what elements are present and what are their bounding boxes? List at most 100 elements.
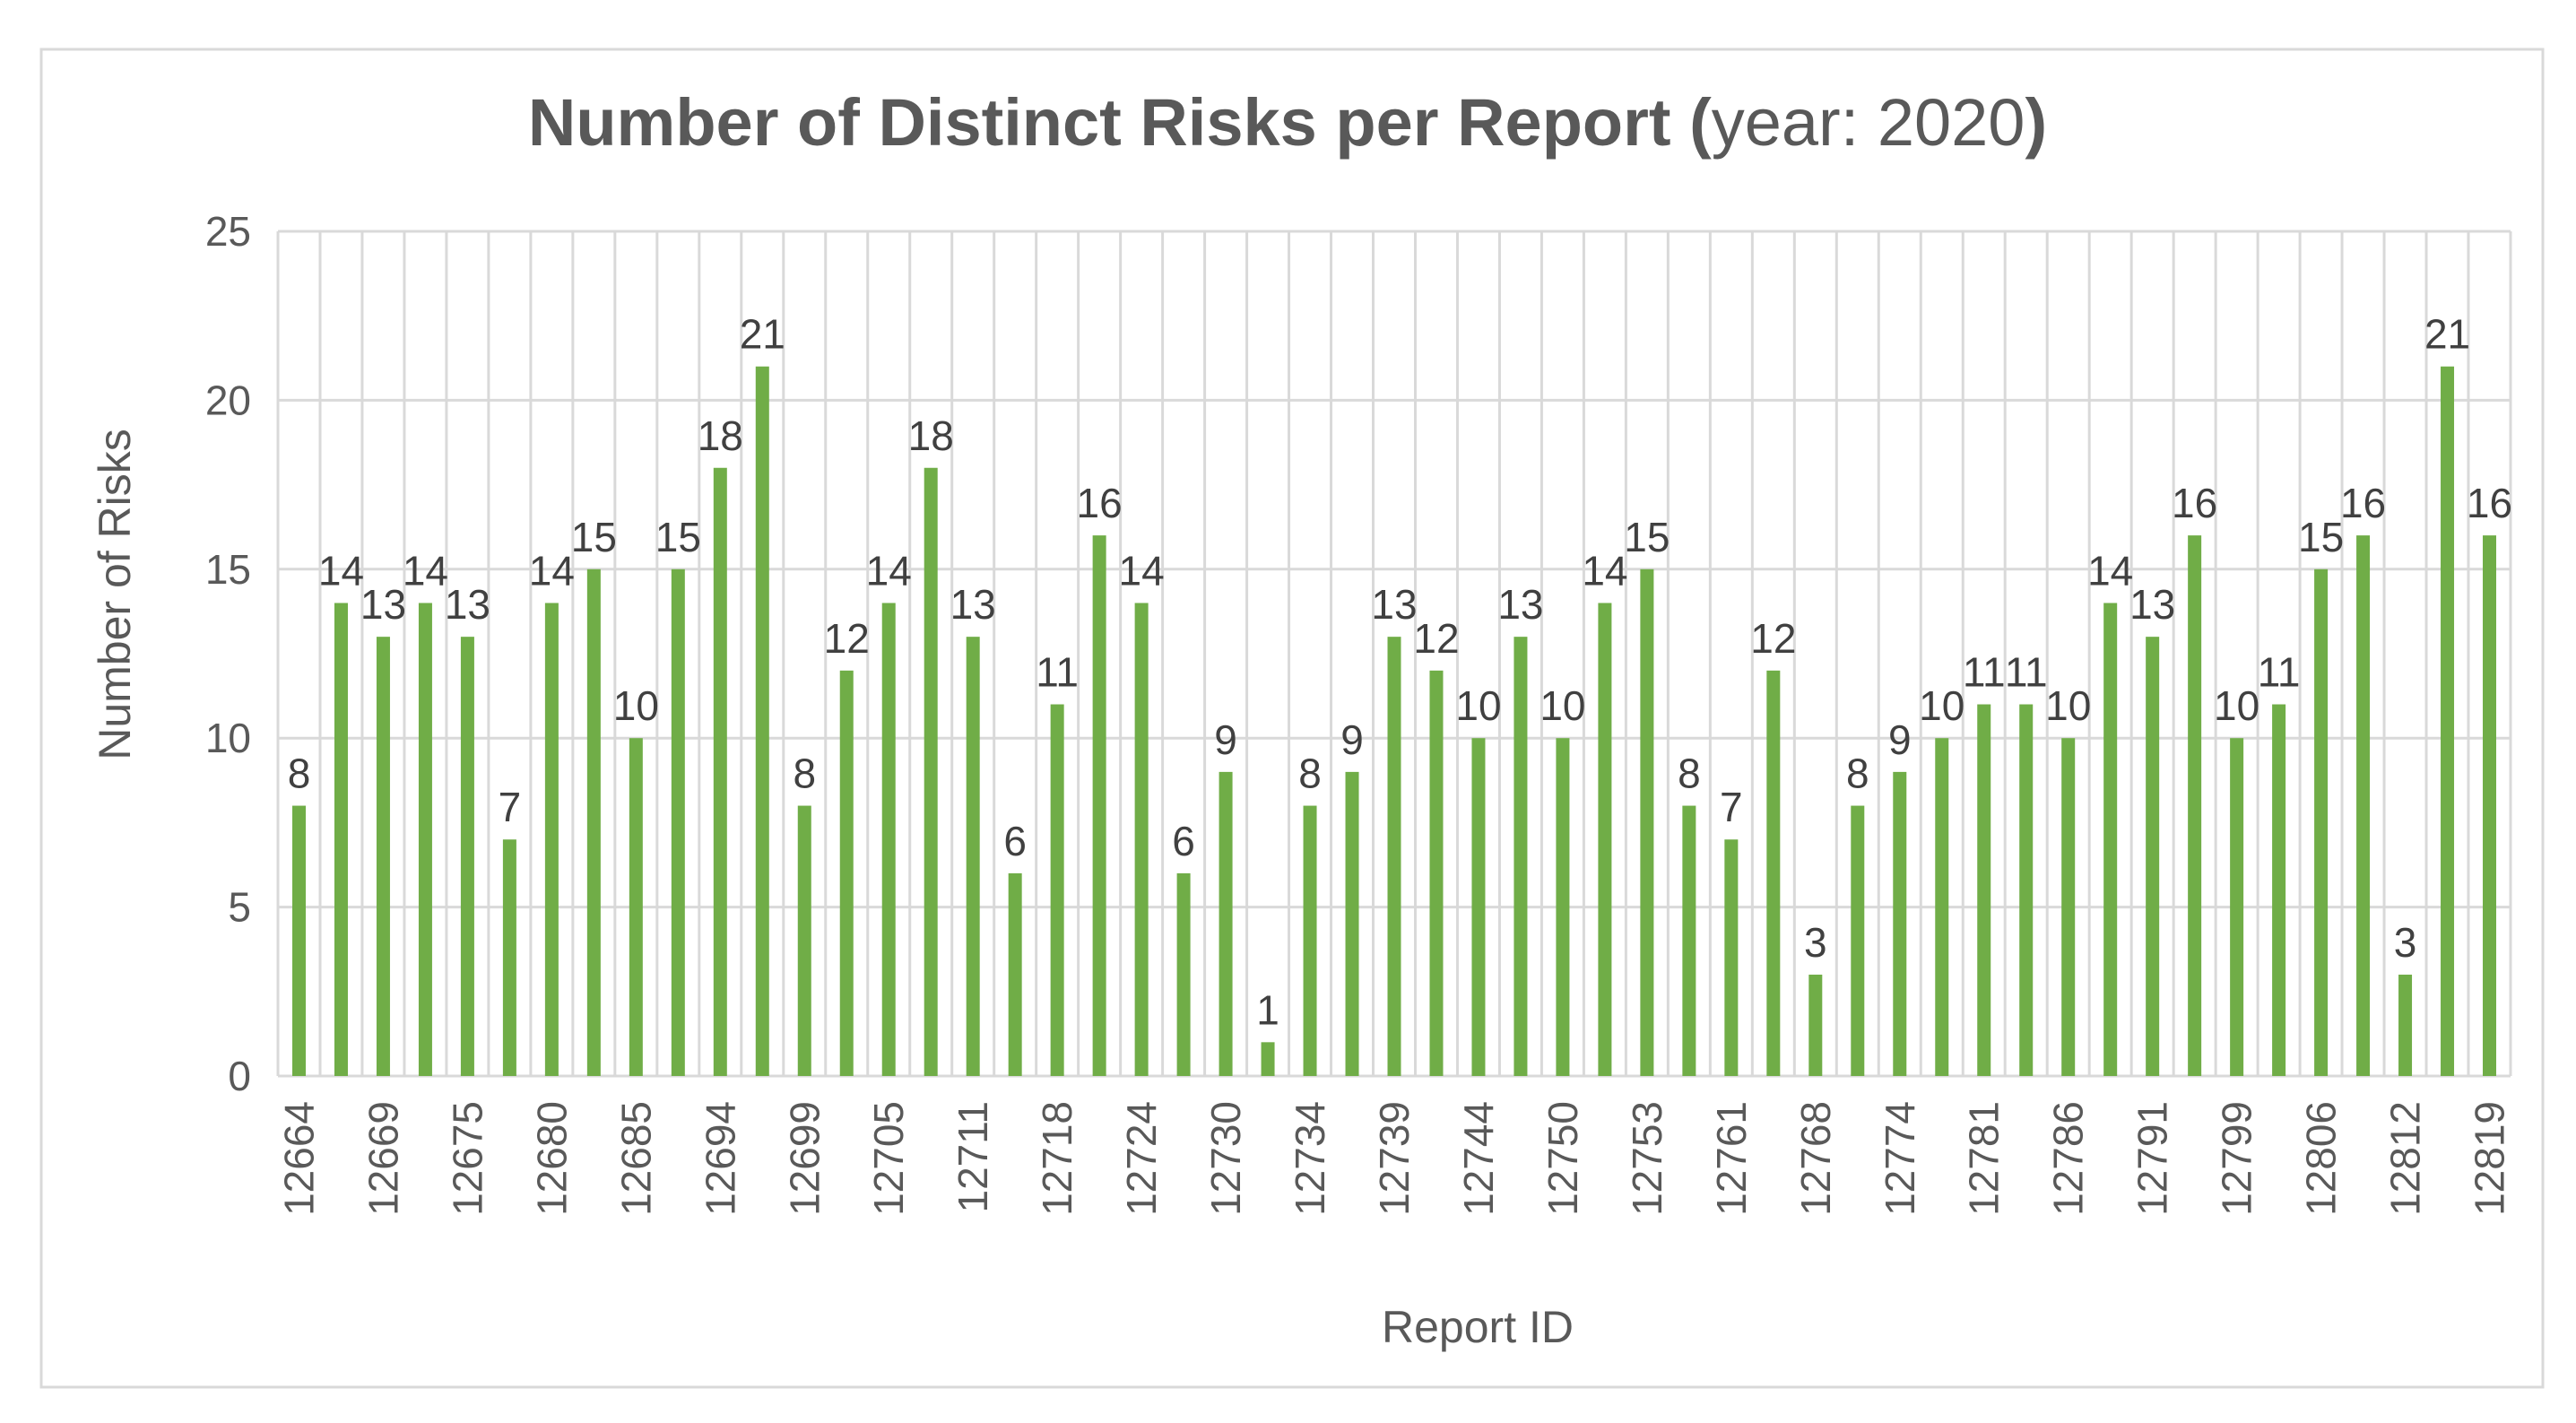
bar bbox=[713, 467, 727, 1076]
data-label: 10 bbox=[1455, 682, 1501, 729]
bar bbox=[502, 839, 516, 1076]
bar bbox=[1219, 771, 1233, 1076]
bar bbox=[418, 603, 432, 1076]
bar bbox=[376, 637, 390, 1076]
data-label: 12 bbox=[1413, 615, 1459, 662]
x-tick-label: 12685 bbox=[612, 1101, 659, 1216]
data-labels: 8141314137141510151821812141813611161469… bbox=[288, 311, 2512, 1034]
data-label: 15 bbox=[571, 514, 617, 560]
chart-border bbox=[39, 48, 2545, 1389]
data-label: 16 bbox=[2340, 480, 2386, 526]
data-label: 13 bbox=[2129, 581, 2175, 628]
data-label: 16 bbox=[2172, 480, 2217, 526]
bar bbox=[2272, 704, 2286, 1076]
bar bbox=[2398, 974, 2413, 1076]
data-label: 10 bbox=[2045, 682, 2091, 729]
bar bbox=[291, 805, 306, 1076]
bar bbox=[1134, 603, 1149, 1076]
bar bbox=[1050, 704, 1064, 1076]
data-label: 12 bbox=[1750, 615, 1796, 662]
x-tick-label: 12718 bbox=[1034, 1101, 1080, 1216]
data-label: 7 bbox=[499, 784, 522, 830]
bar bbox=[334, 603, 348, 1076]
x-tick-label: 12812 bbox=[2382, 1101, 2429, 1216]
y-tick-label: 15 bbox=[205, 546, 251, 593]
x-tick-label: 12734 bbox=[1287, 1101, 1333, 1216]
bar bbox=[1261, 1042, 1275, 1076]
bar bbox=[1977, 704, 1991, 1076]
data-label: 21 bbox=[2424, 311, 2470, 358]
data-label: 13 bbox=[1371, 581, 1417, 628]
bar bbox=[1092, 535, 1106, 1076]
bar bbox=[1851, 805, 1865, 1076]
bar bbox=[1176, 872, 1191, 1076]
x-tick-label: 12819 bbox=[2467, 1101, 2513, 1216]
x-tick-label: 12768 bbox=[1792, 1101, 1839, 1216]
chart-title: Number of Distinct Risks per Report (yea… bbox=[528, 85, 2047, 160]
x-tick-label: 12739 bbox=[1371, 1101, 1418, 1216]
bar bbox=[924, 467, 938, 1076]
bar bbox=[2103, 603, 2118, 1076]
bar bbox=[1682, 805, 1696, 1076]
bar bbox=[2230, 738, 2244, 1076]
data-label: 13 bbox=[950, 581, 996, 628]
x-tick-label: 12786 bbox=[2045, 1101, 2092, 1216]
x-tick-label: 12724 bbox=[1118, 1101, 1165, 1216]
x-axis-ticks: 12664 12669 12675 12680 12685 12694 12699 12705… bbox=[275, 1101, 2512, 1216]
y-tick-label: 5 bbox=[228, 884, 251, 931]
x-tick-label: 12664 bbox=[275, 1101, 322, 1216]
bar bbox=[1724, 839, 1739, 1076]
y-tick-label: 25 bbox=[205, 208, 251, 255]
data-label: 11 bbox=[2258, 649, 2301, 696]
bar bbox=[881, 603, 896, 1076]
bar bbox=[1766, 670, 1781, 1076]
x-tick-label: 12675 bbox=[444, 1101, 490, 1216]
data-label: 1 bbox=[1256, 986, 1279, 1033]
data-label: 13 bbox=[360, 581, 406, 628]
x-tick-label: 12750 bbox=[1540, 1101, 1586, 1216]
data-label: 15 bbox=[655, 514, 701, 560]
bar bbox=[1303, 805, 1317, 1076]
data-label: 14 bbox=[866, 547, 912, 594]
bar bbox=[2483, 535, 2497, 1076]
data-label: 9 bbox=[1340, 716, 1364, 763]
bar bbox=[2314, 568, 2329, 1076]
data-label: 9 bbox=[1214, 716, 1237, 763]
x-tick-label: 12753 bbox=[1624, 1101, 1670, 1216]
data-label: 13 bbox=[1497, 581, 1543, 628]
bar bbox=[755, 366, 769, 1077]
data-label: 14 bbox=[529, 547, 575, 594]
data-label: 7 bbox=[1720, 784, 1743, 830]
bar bbox=[2146, 637, 2160, 1076]
data-label: 15 bbox=[1624, 514, 1670, 560]
data-label: 11 bbox=[2005, 649, 2048, 696]
bar bbox=[1598, 603, 1612, 1076]
bar bbox=[2188, 535, 2202, 1076]
bar bbox=[839, 670, 854, 1076]
bar bbox=[586, 568, 601, 1076]
x-tick-label: 12791 bbox=[2129, 1101, 2176, 1216]
bar bbox=[1429, 670, 1444, 1076]
y-tick-label: 20 bbox=[205, 377, 251, 423]
data-label: 11 bbox=[1963, 649, 2006, 696]
data-label: 18 bbox=[908, 412, 954, 459]
bar bbox=[1008, 872, 1022, 1076]
data-label: 14 bbox=[403, 547, 448, 594]
chart-title-close: ) bbox=[2025, 85, 2047, 160]
bar bbox=[2441, 366, 2455, 1077]
bar bbox=[2356, 535, 2371, 1076]
data-label: 21 bbox=[740, 311, 785, 358]
data-label: 10 bbox=[613, 682, 659, 729]
data-label: 14 bbox=[1582, 547, 1627, 594]
bar bbox=[2061, 738, 2076, 1076]
data-label: 16 bbox=[2467, 480, 2512, 526]
bar bbox=[2019, 704, 2034, 1076]
x-tick-label: 12669 bbox=[360, 1101, 406, 1216]
x-tick-label: 12744 bbox=[1455, 1101, 1502, 1216]
data-label: 3 bbox=[1804, 919, 1827, 966]
data-label: 8 bbox=[1678, 751, 1701, 797]
data-label: 16 bbox=[1077, 480, 1123, 526]
data-label: 11 bbox=[1036, 649, 1079, 696]
x-tick-label: 12694 bbox=[697, 1101, 743, 1216]
